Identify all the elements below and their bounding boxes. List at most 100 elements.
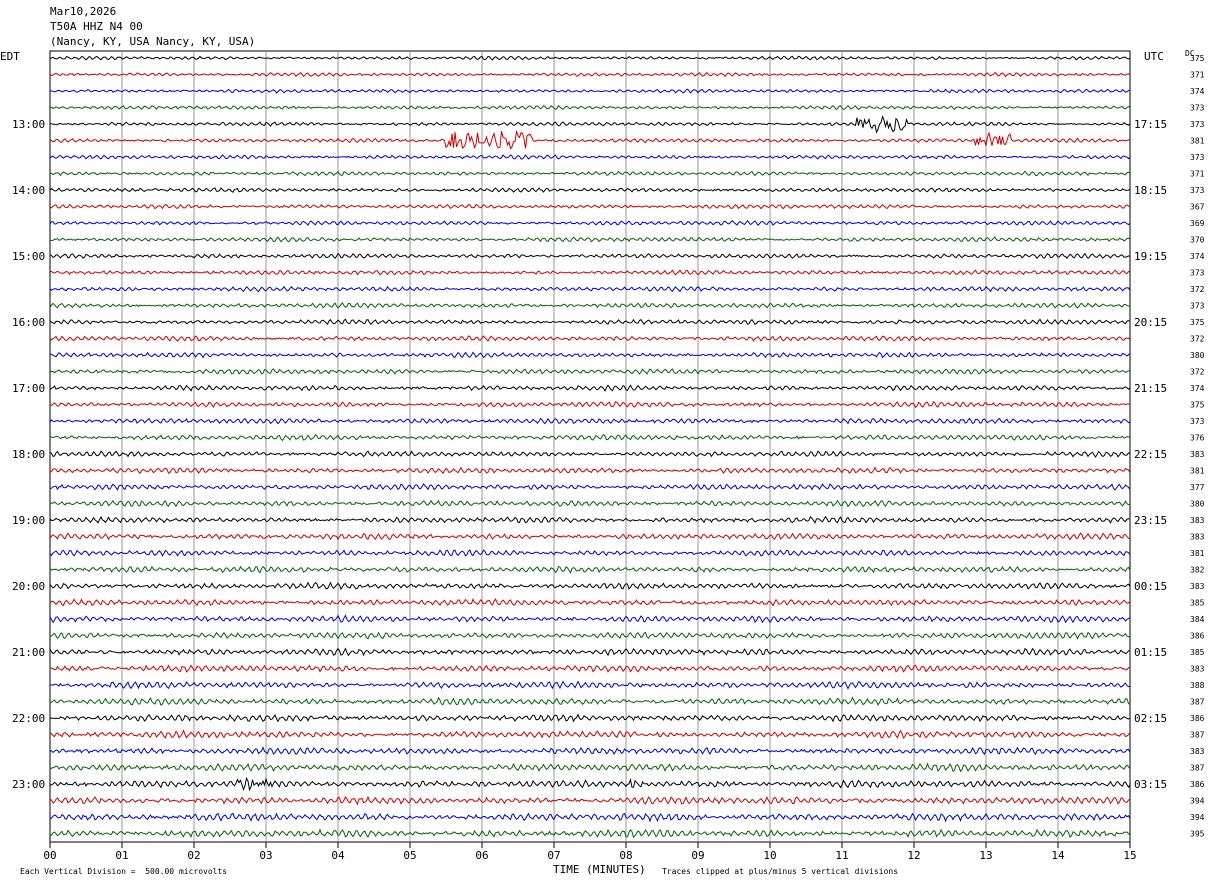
left-time-label: 15:00 xyxy=(12,250,45,263)
trace-row xyxy=(49,417,1131,425)
dc-offset-label: 380 xyxy=(1190,351,1205,360)
x-tick-label: 15 xyxy=(1123,849,1136,862)
x-tick-label: 14 xyxy=(1051,849,1065,862)
trace-row xyxy=(49,433,1131,442)
left-time-label: 19:00 xyxy=(12,514,45,527)
dc-offset-label: 384 xyxy=(1190,615,1205,624)
trace-row xyxy=(49,154,1131,160)
trace-row xyxy=(49,565,1131,574)
trace-row xyxy=(49,368,1131,375)
left-time-label: 20:00 xyxy=(12,580,45,593)
trace-row xyxy=(49,236,1131,243)
trace-row xyxy=(49,252,1131,259)
x-tick-label: 02 xyxy=(187,849,200,862)
trace-row xyxy=(49,713,1131,723)
trace-row xyxy=(49,647,1131,657)
right-time-label: 01:15 xyxy=(1134,646,1167,659)
axis-labels: 00 01 02 03 04 05 06 07 08 09 10 11 12 13 14 15 375 371 37… xyxy=(12,54,1205,862)
right-time-label: 00:15 xyxy=(1134,580,1167,593)
dc-offset-label: 374 xyxy=(1190,87,1205,96)
right-time-label: 23:15 xyxy=(1134,514,1167,527)
dc-offset-label: 377 xyxy=(1190,483,1205,492)
dc-offset-label: 383 xyxy=(1190,516,1205,525)
trace-row xyxy=(49,115,1131,134)
left-time-label: 21:00 xyxy=(12,646,45,659)
trace-row xyxy=(49,515,1131,524)
trace-row xyxy=(49,285,1131,293)
dc-offset-label: 380 xyxy=(1190,500,1205,509)
dc-offset-label: 374 xyxy=(1190,252,1205,261)
dc-offset-label: 382 xyxy=(1190,566,1205,575)
right-time-label: 20:15 xyxy=(1134,316,1167,329)
dc-offset-label: 388 xyxy=(1190,681,1205,690)
trace-row xyxy=(49,762,1131,773)
chart-grid xyxy=(49,50,1131,843)
dc-offset-label: 370 xyxy=(1190,236,1205,245)
trace-row xyxy=(49,729,1131,739)
trace-row xyxy=(49,532,1131,541)
trace-row xyxy=(49,696,1131,706)
dc-offset-label: 383 xyxy=(1190,450,1205,459)
station-location: (Nancy, KY, USA Nancy, KY, USA) xyxy=(50,35,256,48)
scale-note: Each Vertical Division = 500.00 microvol… xyxy=(20,867,228,876)
dc-offset-label: 386 xyxy=(1190,714,1205,723)
x-tick-label: 05 xyxy=(403,849,416,862)
trace-row xyxy=(49,828,1131,839)
dc-offset-label: 381 xyxy=(1190,137,1205,146)
trace-row xyxy=(49,203,1131,210)
trace-row xyxy=(49,549,1131,557)
x-tick-label: 13 xyxy=(979,849,992,862)
plot-date: Mar10,2026 xyxy=(50,5,117,18)
right-time-label: 03:15 xyxy=(1134,778,1167,791)
trace-row xyxy=(49,170,1131,177)
left-time-label: 13:00 xyxy=(12,118,45,131)
trace-row xyxy=(49,104,1131,111)
trace-row xyxy=(49,795,1131,806)
dc-offset-label: 394 xyxy=(1190,797,1205,806)
trace-row xyxy=(49,384,1131,392)
dc-offset-label: 367 xyxy=(1190,203,1205,212)
dc-offset-label: 385 xyxy=(1190,599,1205,608)
dc-offset-label: 375 xyxy=(1190,318,1205,327)
trace-row xyxy=(49,450,1131,458)
right-time-label: 18:15 xyxy=(1134,184,1167,197)
trace-row xyxy=(49,220,1131,226)
x-tick-label: 04 xyxy=(331,849,345,862)
x-tick-label: 12 xyxy=(907,849,920,862)
dc-offset-label: 373 xyxy=(1190,302,1205,311)
dc-offset-label: 374 xyxy=(1190,384,1205,393)
dc-offset-label: 373 xyxy=(1190,186,1205,195)
dc-offset-label: 369 xyxy=(1190,219,1205,228)
trace-row xyxy=(49,187,1131,193)
trace-row xyxy=(49,466,1131,475)
dc-label: DC xyxy=(1185,49,1195,58)
trace-row xyxy=(49,581,1131,591)
trace-row xyxy=(49,483,1131,491)
x-tick-label: 06 xyxy=(475,849,488,862)
trace-row xyxy=(49,351,1131,359)
right-time-label: 22:15 xyxy=(1134,448,1167,461)
dc-offset-label: 395 xyxy=(1190,830,1205,839)
x-tick-label: 09 xyxy=(691,849,704,862)
x-tick-label: 01 xyxy=(115,849,128,862)
dc-offset-label: 381 xyxy=(1190,467,1205,476)
right-time-label: 02:15 xyxy=(1134,712,1167,725)
dc-offset-label: 385 xyxy=(1190,648,1205,657)
dc-offset-label: 376 xyxy=(1190,434,1205,443)
right-time-label: 21:15 xyxy=(1134,382,1167,395)
dc-offset-label: 387 xyxy=(1190,764,1205,773)
trace-row xyxy=(49,302,1131,309)
dc-offset-label: 372 xyxy=(1190,335,1205,344)
dc-offset-label: 373 xyxy=(1190,153,1205,162)
trace-row xyxy=(49,680,1131,690)
left-time-label: 18:00 xyxy=(12,448,45,461)
left-time-label: 17:00 xyxy=(12,382,45,395)
x-tick-label: 10 xyxy=(763,849,776,862)
dc-offset-label: 394 xyxy=(1190,813,1205,822)
left-time-label: 16:00 xyxy=(12,316,45,329)
plot-frame xyxy=(49,50,1131,843)
trace-row xyxy=(49,746,1131,756)
trace-row xyxy=(49,664,1131,673)
right-axis-label: UTC xyxy=(1144,50,1164,63)
